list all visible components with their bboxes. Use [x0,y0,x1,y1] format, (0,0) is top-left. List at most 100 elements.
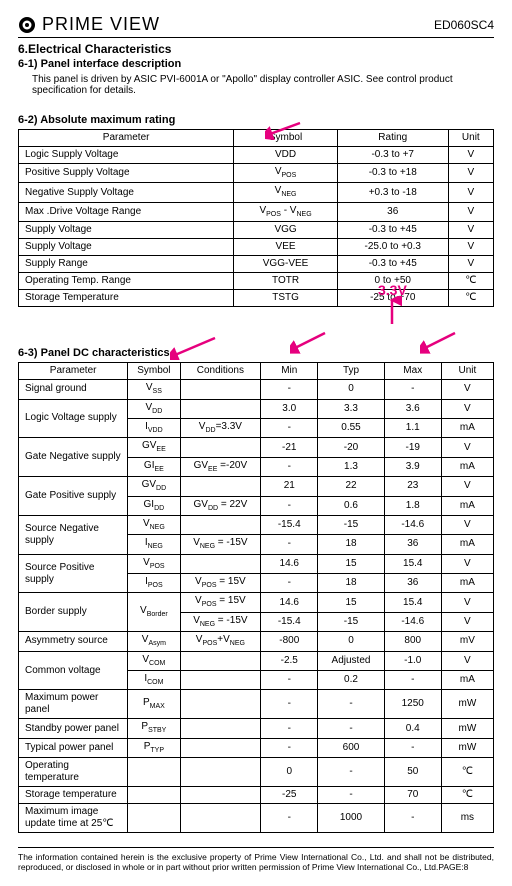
table-cell [128,804,180,833]
table-cell: 70 [384,787,441,804]
table-cell: VSS [128,380,180,399]
table-cell: 14.6 [261,593,318,612]
section-desc: This panel is driven by ASIC PVI-6001A o… [32,74,494,96]
table-cell: VPOS [234,164,338,183]
table-cell: -15.4 [261,612,318,631]
doc-header: PRIME VIEW ED060SC4 [18,14,494,38]
table-header: Symbol [234,130,338,147]
table-cell: -25 to +70 [337,290,448,307]
table-cell: 1000 [318,804,385,833]
table-cell: -25 [261,787,318,804]
table-cell: mA [441,418,493,437]
table-cell: VEE [234,239,338,256]
table-cell: Storage Temperature [19,290,234,307]
table-cell: Logic Supply Voltage [19,147,234,164]
table-row: Storage temperature-25-70℃ [19,787,494,804]
table-row: Negative Supply VoltageVNEG+0.3 to -18V [19,183,494,202]
table-cell: -0.3 to +18 [337,164,448,183]
brand-name: PRIME VIEW [42,14,160,35]
table-cell: -800 [261,632,318,651]
table-cell [180,671,261,690]
table-cell: 800 [384,632,441,651]
table-cell: IPOS [128,574,180,593]
table-row: Max .Drive Voltage RangeVPOS - VNEG36V [19,202,494,221]
table-cell: 0 [318,380,385,399]
table-row: Logic Supply VoltageVDD-0.3 to +7V [19,147,494,164]
table-cell: PMAX [128,690,180,719]
table-cell [180,380,261,399]
table-cell: GVEE [128,438,180,457]
table-cell: - [384,738,441,757]
param-cell: Gate Positive supply [19,477,128,516]
table-cell: - [261,719,318,738]
table-header: Rating [337,130,448,147]
table-cell: 50 [384,758,441,787]
table-row: Maximum image update time at 25℃-1000-ms [19,804,494,833]
table-cell: Negative Supply Voltage [19,183,234,202]
table-cell: 1.3 [318,457,385,476]
table-cell: ℃ [448,290,493,307]
param-cell: Gate Negative supply [19,438,128,477]
table-cell: TOTR [234,273,338,290]
table-cell: 36 [384,574,441,593]
table-cell: VPOS [128,554,180,573]
table-cell: VNEG [234,183,338,202]
table-cell: mV [441,632,493,651]
table-cell: 600 [318,738,385,757]
table-cell: 14.6 [261,554,318,573]
table-row: Typical power panelPTYP-600-mW [19,738,494,757]
table-cell: Supply Voltage [19,222,234,239]
table-cell: V [448,164,493,183]
param-cell: Source Positive supply [19,554,128,593]
table-cell: V [441,554,493,573]
table-cell: 1250 [384,690,441,719]
table-cell: 0 [318,632,385,651]
table-cell: VGG-VEE [234,256,338,273]
table-cell: +0.3 to -18 [337,183,448,202]
abs-max-table: ParameterSymbolRatingUnit Logic Supply V… [18,129,494,307]
table-cell: mW [441,690,493,719]
table-cell: -15 [318,612,385,631]
subsection-6-2: 6-2) Absolute maximum rating [18,114,494,126]
table-cell: 18 [318,574,385,593]
table-cell: Max .Drive Voltage Range [19,202,234,221]
table-cell: mA [441,671,493,690]
footer-text: The information contained herein is the … [18,847,494,872]
table-cell [180,477,261,496]
table-cell: -14.6 [384,612,441,631]
table-cell: 0 [261,758,318,787]
table-cell: 23 [384,477,441,496]
table-cell: Operating Temp. Range [19,273,234,290]
table-cell: 0.2 [318,671,385,690]
table-cell: VAsym [128,632,180,651]
table-cell: mA [441,457,493,476]
table-cell: VNEG = -15V [180,535,261,554]
table-header: Parameter [19,363,128,380]
dc-char-table: ParameterSymbolConditionsMinTypMaxUnit S… [18,362,494,833]
table-cell: ℃ [441,787,493,804]
table-cell [180,787,261,804]
table-cell: 0.6 [318,496,385,515]
table-cell [180,690,261,719]
table-cell: - [261,380,318,399]
table-cell: -25.0 to +0.3 [337,239,448,256]
table-cell [180,719,261,738]
table-cell: - [318,787,385,804]
table-cell: VPOS = 15V [180,574,261,593]
table-header: Unit [448,130,493,147]
table-cell [128,787,180,804]
table-row: Border supplyVBorderVPOS = 15V14.61515.4… [19,593,494,612]
table-row: Source Positive supplyVPOS14.61515.4V [19,554,494,573]
table-cell: V [448,239,493,256]
table-row: Signal groundVSS-0-V [19,380,494,399]
section-title: 6.Electrical Characteristics [18,42,494,56]
table-cell: VDD [128,399,180,418]
table-row: Storage TemperatureTSTG-25 to +70℃ [19,290,494,307]
table-cell: V [448,183,493,202]
table-cell: GVDD = 22V [180,496,261,515]
table-cell: Supply Range [19,256,234,273]
table-row: Source Negative supplyVNEG-15.4-15-14.6V [19,515,494,534]
table-header: Parameter [19,130,234,147]
table-cell: 18 [318,535,385,554]
table-cell: VDD=3.3V [180,418,261,437]
